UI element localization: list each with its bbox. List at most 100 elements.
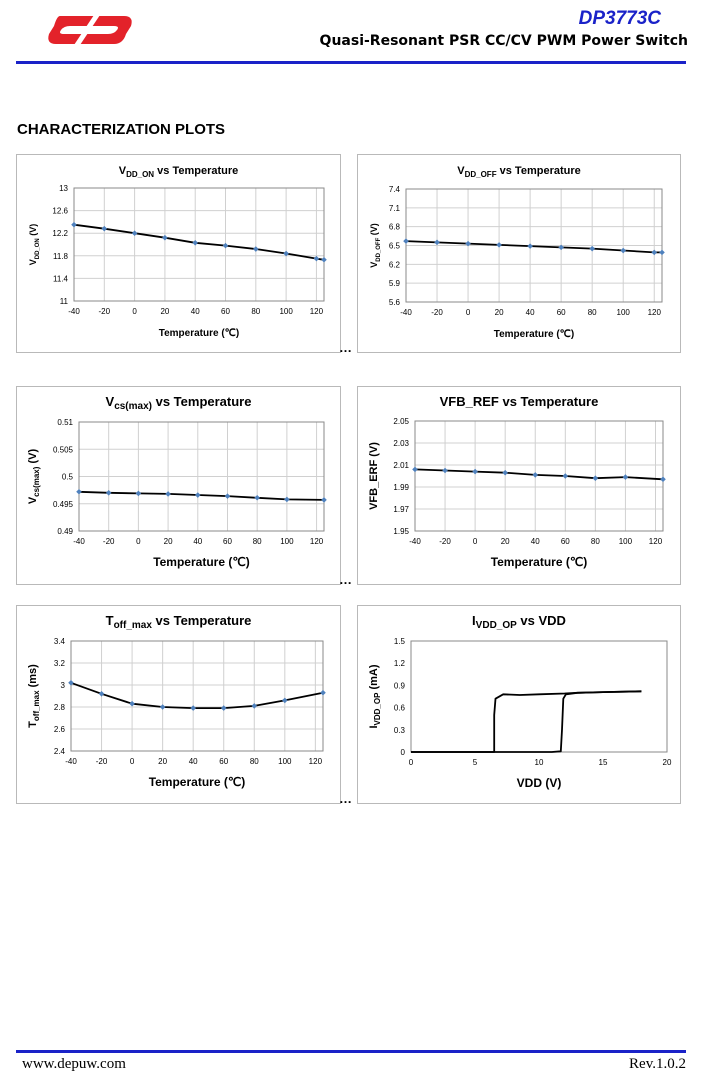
- x-tick-label: 0: [132, 307, 137, 316]
- data-point: [622, 474, 629, 480]
- x-tick-label: 80: [588, 308, 597, 317]
- data-point: [222, 242, 229, 249]
- chart-toff-max-svg: -40 -20 0 20 40 60 80 100 120 2.4 2.6 2.8 3 3.2 3.4 Tof…: [27, 613, 326, 789]
- y-tick-label: 0.49: [57, 527, 73, 536]
- y-axis-label: VDD_ON (V): [28, 224, 41, 266]
- y-axis-label: Vcs(max) (V): [27, 449, 41, 505]
- data-point: [403, 238, 409, 244]
- footer-rule: [16, 1050, 686, 1053]
- data-point: [659, 249, 665, 256]
- chart-vdd-off: -40 -20 0 20 40 60 80 100 120 5.6 5.9 6.2 6.5 6.8 7.1 7…: [357, 154, 681, 353]
- ellipsis-2: …: [339, 572, 352, 587]
- x-tick-label: 20: [158, 757, 167, 766]
- series-line: [411, 690, 642, 753]
- y-tick-label: 5.9: [389, 279, 401, 288]
- y-tick-label: 13: [59, 184, 68, 193]
- y-tick-label: 2.05: [393, 417, 409, 426]
- x-tick-label: -40: [400, 308, 412, 317]
- y-tick-label: 0.6: [394, 704, 406, 713]
- x-tick-label: 120: [649, 537, 663, 546]
- data-point: [532, 472, 539, 478]
- x-tick-label: 100: [617, 308, 631, 317]
- x-tick-label: 40: [531, 537, 540, 546]
- data-point: [562, 473, 569, 479]
- x-tick-label: 120: [648, 308, 662, 317]
- x-tick-label: 5: [473, 758, 478, 767]
- x-tick-label: 10: [535, 758, 544, 767]
- data-point: [412, 466, 418, 473]
- x-tick-label: 100: [280, 537, 294, 546]
- data-point: [131, 230, 138, 236]
- chart-title: Vcs(max) vs Temperature: [106, 394, 252, 412]
- x-tick-label: 0: [136, 537, 141, 546]
- footer-url[interactable]: www.depuw.com: [22, 1056, 126, 1072]
- x-tick-label: 60: [221, 307, 230, 316]
- data-point: [254, 494, 260, 501]
- x-tick-label: 80: [250, 757, 259, 766]
- x-tick-label: 60: [223, 537, 232, 546]
- x-tick-label: -40: [65, 757, 77, 766]
- x-tick-label: 120: [309, 757, 323, 766]
- x-tick-label: -20: [99, 307, 111, 316]
- x-tick-label: 120: [310, 307, 324, 316]
- x-tick-label: 40: [191, 307, 200, 316]
- x-axis-label: VDD (V): [517, 776, 562, 790]
- data-point: [68, 680, 74, 686]
- y-axis-label: IVDD_OP (mA): [368, 664, 382, 728]
- x-tick-label: 0: [130, 757, 135, 766]
- x-axis-label: Temperature (℃): [153, 555, 250, 569]
- plot-area: [405, 188, 663, 303]
- plot-area: [414, 420, 664, 532]
- section-title: CHARACTERIZATION PLOTS: [17, 121, 226, 138]
- y-tick-label: 6.8: [389, 223, 401, 232]
- chart-vdd-on-svg: -40 -20 0 20 40 60 80 100 120 11 11.4 11.8 12.2 12.6 1…: [28, 165, 327, 339]
- chart-title: IVDD_OP vs VDD: [472, 613, 566, 631]
- x-tick-label: -20: [103, 537, 115, 546]
- data-point: [284, 496, 290, 503]
- x-tick-label: -20: [96, 757, 108, 766]
- data-point: [558, 244, 564, 251]
- chart-vdd-on: -40 -20 0 20 40 60 80 100 120 11 11.4 11.8 12.2 12.6 1…: [16, 154, 341, 353]
- data-point: [159, 704, 166, 710]
- x-tick-label: -20: [431, 308, 443, 317]
- footer-revision: Rev.1.0.2: [629, 1056, 686, 1072]
- document-subtitle: Quasi-Resonant PSR CC/CV PWM Power Switc…: [319, 33, 688, 49]
- data-point: [162, 234, 168, 241]
- data-point: [434, 239, 440, 246]
- data-point: [321, 497, 327, 503]
- x-tick-label: 60: [557, 308, 566, 317]
- data-point: [502, 469, 508, 476]
- y-tick-label: 6.2: [389, 260, 401, 269]
- x-tick-label: 60: [219, 757, 228, 766]
- chart-vdd-off-svg: -40 -20 0 20 40 60 80 100 120 5.6 5.9 6.2 6.5 6.8 7.1 7…: [369, 165, 665, 340]
- ellipsis-3: …: [339, 791, 352, 806]
- company-logo: [48, 12, 132, 48]
- data-point: [465, 240, 471, 247]
- y-tick-label: 0.3: [394, 726, 406, 735]
- header-rule: [16, 61, 686, 64]
- y-tick-label: 2.03: [393, 439, 409, 448]
- chart-toff-max: -40 -20 0 20 40 60 80 100 120 2.4 2.6 2.8 3 3.2 3.4 Tof…: [16, 605, 341, 804]
- y-tick-label: 0.51: [57, 418, 73, 427]
- x-tick-label: 100: [279, 307, 293, 316]
- x-tick-label: -40: [68, 307, 80, 316]
- x-tick-label: 0: [466, 308, 471, 317]
- x-tick-label: -40: [73, 537, 85, 546]
- x-tick-label: 20: [495, 308, 504, 317]
- data-point: [321, 256, 327, 263]
- chart-vfb-ref: -40 -20 0 20 40 60 80 100 120 1.95 1.97 1.99 2.01 2.0…: [357, 386, 681, 585]
- data-point: [589, 245, 595, 252]
- data-point: [253, 246, 259, 252]
- plot-area: [70, 640, 324, 752]
- y-tick-label: 2.4: [54, 747, 66, 756]
- x-tick-label: 80: [251, 307, 260, 316]
- series-line: [73, 223, 325, 261]
- data-point: [129, 700, 135, 707]
- x-tick-label: -40: [409, 537, 421, 546]
- y-tick-label: 1.99: [393, 483, 409, 492]
- x-tick-label: -20: [439, 537, 451, 546]
- plot-area: [78, 421, 325, 532]
- data-point: [442, 467, 448, 474]
- data-point: [527, 243, 533, 249]
- data-point: [135, 490, 142, 497]
